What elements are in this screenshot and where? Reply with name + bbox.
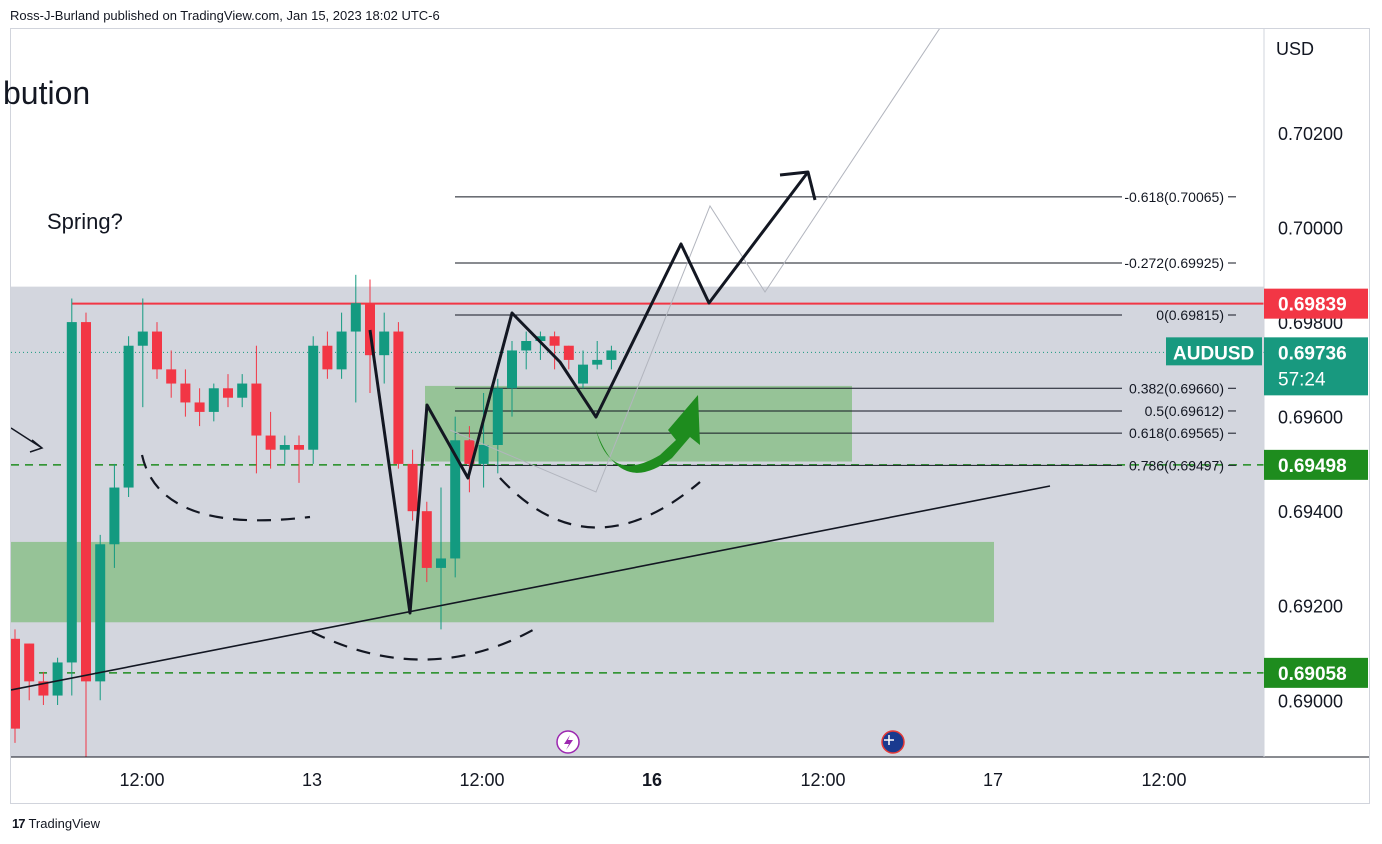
y-tick-label: 0.70200 — [1278, 124, 1343, 144]
y-tick-label: 0.69000 — [1278, 691, 1343, 711]
candle-body — [549, 336, 560, 346]
candle-body — [251, 383, 262, 436]
fib-label: 0.382(0.69660) — [1129, 380, 1224, 396]
candle-body — [208, 388, 219, 412]
x-tick-label: 12:00 — [1141, 770, 1186, 790]
candle-body — [24, 643, 35, 682]
candle-body — [95, 544, 106, 682]
x-tick-label: 12:00 — [800, 770, 845, 790]
lower-demand-zone — [11, 541, 994, 623]
candle-body — [492, 388, 503, 445]
candle-body — [450, 440, 461, 559]
y-tick-label: 0.69200 — [1278, 597, 1343, 617]
candle-body — [223, 388, 233, 398]
candle-body — [365, 303, 375, 356]
publish-header: Ross-J-Burland published on TradingView.… — [10, 8, 440, 23]
candle-body — [308, 345, 319, 450]
candle-body — [507, 350, 517, 389]
fib-label: 0.618(0.69565) — [1129, 425, 1224, 441]
candle-body — [123, 345, 134, 488]
arc-right-dashed — [499, 477, 701, 529]
last-price-badge — [1264, 337, 1368, 396]
fib-label: 0(0.69815) — [1156, 307, 1224, 323]
projection-thin-path — [449, 29, 940, 493]
support-lower-badge-label: 0.69058 — [1278, 664, 1347, 685]
chart-frame — [10, 28, 1370, 804]
y-tick-label: 0.69600 — [1278, 408, 1343, 428]
y-tick-label: 0.69400 — [1278, 502, 1343, 522]
candle-body — [535, 336, 546, 341]
candle-body — [109, 487, 120, 545]
candle-body — [336, 331, 347, 370]
candle-body — [322, 345, 333, 370]
candle-body — [81, 322, 91, 682]
w-pattern-path — [368, 171, 810, 615]
arc-bottom-dashed — [311, 625, 541, 661]
last-price-label: 0.69736 — [1278, 343, 1347, 364]
x-tick-label: 12:00 — [119, 770, 164, 790]
resistance-badge — [1264, 288, 1368, 319]
candle-body — [38, 681, 49, 696]
candle-body — [393, 331, 404, 464]
candle-body — [180, 383, 191, 403]
candle-body — [563, 345, 574, 360]
candle-body — [11, 638, 20, 729]
fib-label: -0.618(0.70065) — [1124, 189, 1224, 205]
candle-body — [578, 364, 588, 384]
candle-body — [521, 341, 532, 351]
candle-body — [478, 445, 489, 464]
candle-body — [279, 445, 290, 450]
x-tick-label: 16 — [642, 770, 662, 790]
flash-bolt — [564, 735, 573, 750]
candle-body — [66, 322, 77, 663]
flag-cross — [884, 735, 894, 745]
candle-body — [137, 331, 148, 346]
symbol-tag — [1166, 337, 1262, 366]
candle-body — [166, 369, 177, 384]
candle-body — [294, 445, 304, 450]
green-curved-arrow-icon — [596, 395, 700, 473]
partial-title: bution — [3, 75, 90, 111]
candle-body — [407, 463, 418, 512]
candle-body — [152, 331, 162, 370]
spring-annotation: Spring? — [47, 209, 123, 234]
support-upper-badge-label: 0.69498 — [1278, 456, 1347, 477]
candle-body — [350, 303, 361, 332]
tradingview-logo-icon: 17 — [12, 816, 26, 831]
candle-body — [606, 350, 617, 360]
resistance-badge-label: 0.69839 — [1278, 295, 1347, 316]
y-tick-label: 0.70000 — [1278, 219, 1343, 239]
candle-body — [52, 662, 63, 696]
countdown-label: 57:24 — [1278, 369, 1326, 390]
candle-body — [436, 558, 446, 568]
candle-body — [379, 331, 390, 356]
arc-left-dashed — [140, 454, 311, 522]
projection-arrowhead — [779, 170, 817, 201]
symbol-tag-label: AUDUSD — [1173, 343, 1254, 364]
trendline — [11, 485, 1051, 691]
range-box — [11, 286, 1264, 757]
footer: 17 TradingView — [12, 816, 100, 831]
support-upper-badge — [1264, 449, 1368, 480]
fib-label: 0.5(0.69612) — [1145, 403, 1224, 419]
candle-body — [194, 402, 205, 412]
support-lower-badge — [1264, 657, 1368, 688]
fib-label: -0.272(0.69925) — [1124, 255, 1224, 271]
x-tick-label: 17 — [983, 770, 1003, 790]
arrow-in-icon — [11, 427, 44, 453]
candle-body — [421, 511, 432, 568]
x-tick-label: 13 — [302, 770, 322, 790]
currency-label: USD — [1276, 39, 1314, 59]
fib-label: 0.786(0.69497) — [1129, 457, 1224, 473]
x-tick-label: 12:00 — [459, 770, 504, 790]
candle-body — [265, 435, 276, 450]
footer-brand: TradingView — [28, 816, 101, 831]
candle-body — [237, 383, 248, 398]
candle-body — [592, 359, 603, 365]
candle-body — [464, 440, 475, 464]
australia-flag-event-icon[interactable] — [881, 730, 905, 754]
